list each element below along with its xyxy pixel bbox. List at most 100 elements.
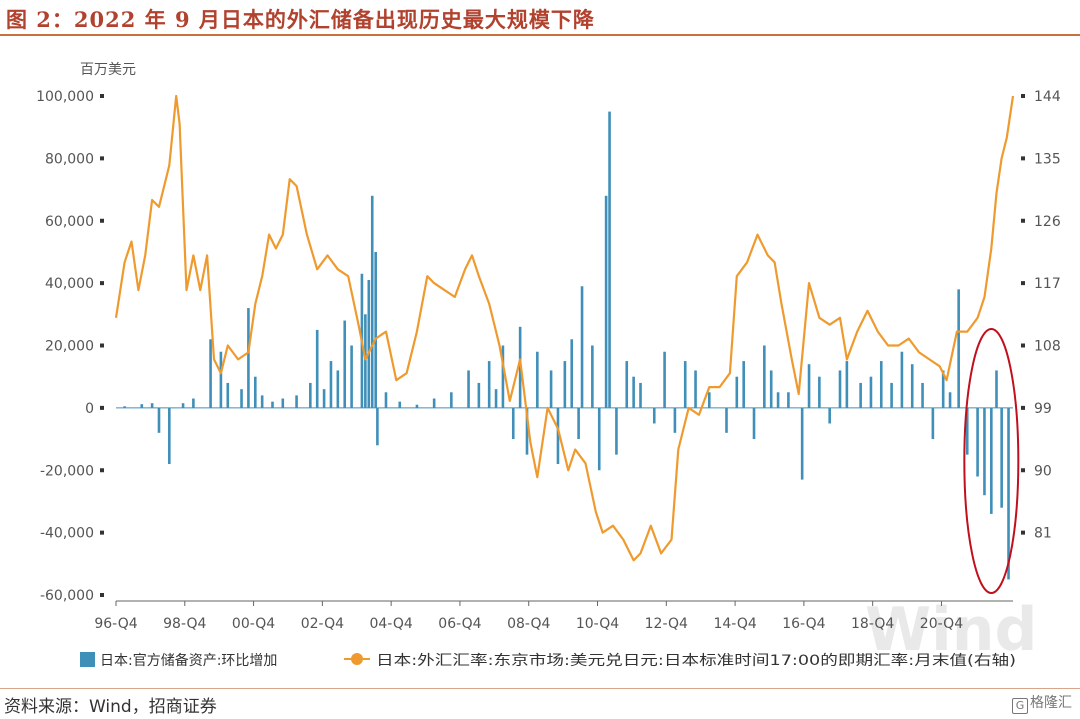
bar [487, 361, 491, 408]
bar [525, 407, 529, 455]
bar [209, 339, 212, 408]
bar [226, 382, 230, 408]
left-tick-mark [100, 218, 104, 223]
legend-bar-swatch [80, 652, 95, 667]
legend-line-label: 日本:外汇汇率:东京市场:美元兑日元:日本标准时间17:00的即期汇率:月末值(… [376, 652, 1016, 669]
bar [838, 370, 842, 408]
right-tick-mark [1021, 94, 1025, 98]
right-tick-label: 135 [1034, 151, 1061, 167]
bar [247, 308, 250, 408]
right-tick-mark [1021, 530, 1025, 535]
right-tick-label: 81 [1034, 526, 1052, 542]
left-tick-label: 100,000 [36, 89, 94, 105]
bar [315, 329, 319, 408]
bar [281, 398, 285, 408]
bar [845, 361, 849, 408]
right-tick-label: 99 [1034, 401, 1052, 417]
bar [219, 351, 223, 408]
bar [828, 407, 831, 424]
bar [240, 389, 243, 408]
left-tick-mark [100, 343, 104, 348]
chart: 百万美元 Wind 100,000 80,000 60,000 40,000 20,00… [36, 62, 1061, 669]
bar [725, 407, 728, 433]
right-tick-label: 108 [1034, 339, 1061, 355]
bar [800, 407, 804, 480]
bar [450, 392, 453, 408]
left-tick-mark [100, 593, 104, 597]
source-note: 资料来源：Wind，招商证券 [4, 697, 217, 717]
watermark: Wind [865, 595, 1037, 665]
bar [192, 398, 195, 408]
left-tick-label: 20,000 [45, 339, 94, 355]
left-tick-label: -60,000 [40, 588, 94, 604]
bar [536, 351, 539, 408]
bar [990, 407, 993, 514]
bar [415, 404, 419, 408]
bar [374, 251, 377, 408]
axes: 100,000 80,000 60,000 40,000 20,000 0 -20,000 -… [36, 89, 1061, 632]
bar [900, 351, 904, 408]
bar [577, 407, 580, 440]
bar [663, 351, 666, 408]
left-tick-label: 0 [85, 401, 94, 417]
bar [632, 376, 635, 408]
bar [673, 407, 677, 433]
bar [367, 280, 371, 408]
left-tick-label: 60,000 [45, 214, 94, 230]
left-tick-label: -40,000 [40, 526, 94, 542]
bar [350, 345, 353, 408]
bar [467, 370, 470, 408]
bar [752, 407, 756, 440]
bar [168, 407, 171, 465]
bar [859, 382, 862, 408]
bar [570, 339, 574, 408]
bar [123, 406, 126, 408]
left-tick-label: 40,000 [45, 276, 94, 292]
bar [343, 320, 347, 408]
bar [807, 364, 811, 408]
x-tick-label: 18-Q4 [851, 616, 894, 632]
bar-series [116, 111, 1013, 580]
right-tick-label: 126 [1034, 214, 1061, 230]
bar [309, 382, 312, 408]
x-tick-label: 00-Q4 [232, 616, 275, 632]
left-tick-label: 80,000 [45, 151, 94, 167]
bar [983, 407, 986, 496]
bar [910, 364, 914, 408]
title-rule [0, 34, 1080, 36]
bar [787, 392, 790, 408]
bar [890, 382, 893, 408]
source-rule [0, 688, 1080, 689]
bar [604, 195, 608, 408]
x-tick-label: 04-Q4 [369, 616, 412, 632]
x-tick-label: 96-Q4 [94, 616, 137, 632]
left-tick-mark [100, 405, 104, 410]
bar [260, 395, 264, 408]
bar [976, 407, 979, 477]
highlight-ellipse [963, 328, 1020, 594]
bar [477, 382, 481, 408]
bar [742, 361, 745, 408]
bar [683, 361, 687, 408]
bar [580, 286, 584, 408]
bar [879, 361, 883, 408]
legend: 日本:官方储备资产:环比增加 日本:外汇汇率:东京市场:美元兑日元:日本标准时间1… [80, 652, 1016, 669]
bar [763, 345, 766, 408]
bar [597, 407, 601, 471]
bar [370, 195, 374, 408]
bar [364, 314, 367, 408]
bar [295, 395, 298, 408]
bar [769, 370, 773, 408]
left-tick-mark [100, 468, 104, 473]
bar [735, 376, 739, 408]
bar [384, 392, 388, 408]
bar [707, 392, 711, 408]
x-tick-label: 16-Q4 [782, 616, 825, 632]
x-tick-label: 12-Q4 [645, 616, 688, 632]
bar [150, 403, 154, 408]
left-axis-unit: 百万美元 [80, 62, 136, 78]
logo-text: 格隆汇 [1030, 695, 1072, 711]
line-series [114, 94, 1015, 562]
bar [948, 392, 952, 408]
bar [965, 407, 969, 455]
